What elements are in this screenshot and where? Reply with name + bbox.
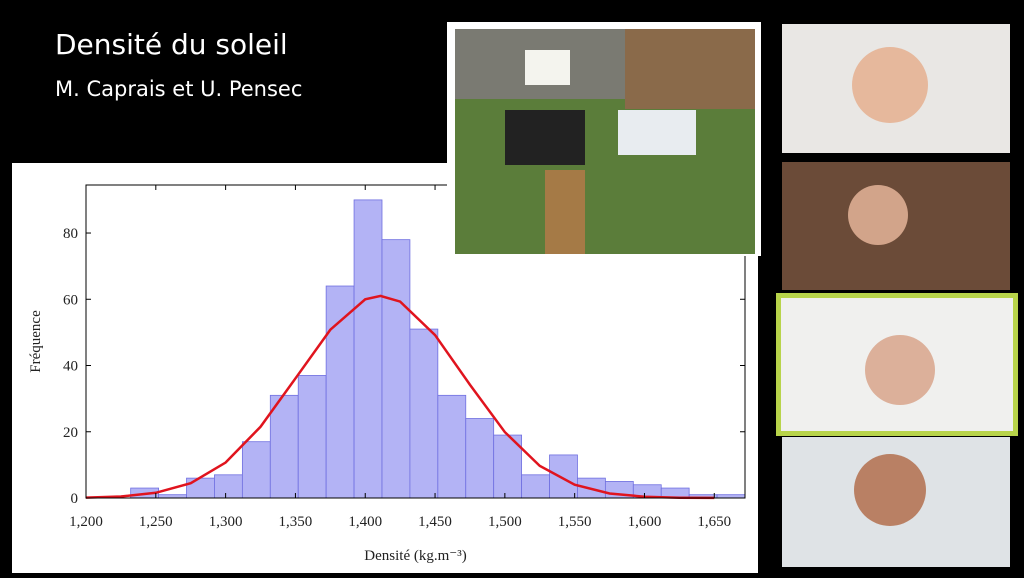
photo-panel [618, 110, 696, 155]
x-tick-label: 1,300 [209, 514, 243, 530]
bar [521, 474, 550, 499]
bar [437, 394, 467, 499]
x-axis-label: Densité (kg.m⁻³) [364, 548, 466, 564]
bar [297, 375, 327, 499]
bar [465, 418, 495, 499]
photo [447, 22, 761, 256]
bar [381, 239, 411, 499]
bar [353, 199, 383, 499]
y-tick-label: 0 [71, 491, 79, 507]
bar [325, 285, 355, 499]
plot-frame [85, 184, 746, 499]
y-tick-label: 60 [63, 292, 78, 308]
video-tiles [776, 24, 1018, 567]
fit-curve [85, 294, 715, 500]
x-tick-label: 1,600 [628, 514, 662, 530]
x-tick-label: 1,550 [558, 514, 592, 530]
bar [241, 441, 271, 499]
y-tick-label: 20 [63, 425, 78, 441]
plot: 1,200 1,250 1,300 1,350 1,400 1,450 1,500 1,550… [28, 184, 746, 564]
participant [854, 454, 926, 526]
participant [848, 185, 908, 245]
x-tick-label: 1,650 [697, 514, 731, 530]
participant [865, 335, 935, 405]
y-tick-label: 40 [63, 359, 78, 375]
x-tick-label: 1,350 [279, 514, 313, 530]
participant [852, 47, 928, 123]
bar [214, 474, 243, 499]
x-tick-label: 1,200 [69, 514, 103, 530]
x-tick-label: 1,400 [348, 514, 382, 530]
slide-title: Densité du soleil [55, 28, 288, 61]
slide-authors: M. Caprais et U. Pensec [55, 77, 302, 101]
bar [549, 454, 578, 499]
photo-deck [625, 29, 755, 109]
photo-stump [545, 170, 585, 254]
bar [409, 328, 439, 499]
y-axis-label: Fréquence [28, 310, 44, 373]
x-tick-label: 1,450 [418, 514, 452, 530]
bar [186, 477, 215, 499]
x-tick-label: 1,250 [139, 514, 173, 530]
photo-camera [505, 110, 585, 165]
x-tick-label: 1,500 [488, 514, 522, 530]
photo-board [525, 50, 570, 85]
bar [493, 434, 523, 499]
bar [269, 394, 299, 499]
y-tick-label: 80 [63, 226, 78, 242]
